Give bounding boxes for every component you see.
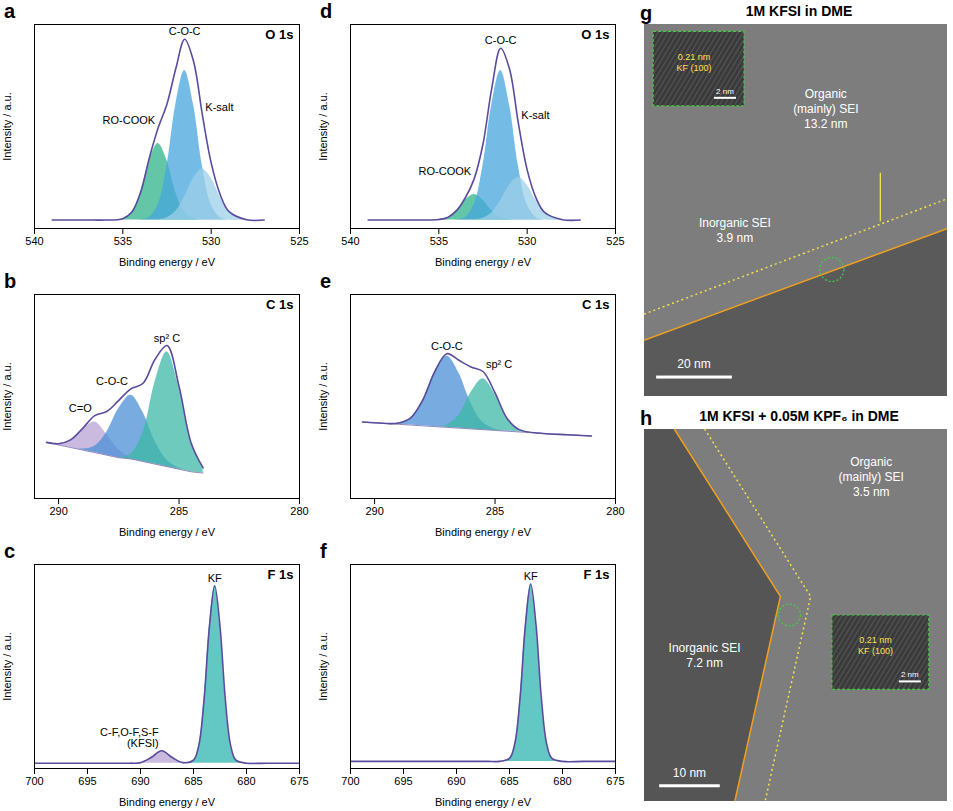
svg-text:680: 680 xyxy=(553,775,571,787)
svg-text:sp² C: sp² C xyxy=(154,332,180,344)
svg-text:2 nm: 2 nm xyxy=(901,670,919,679)
html-text:a: a xyxy=(4,0,16,22)
svg-text:h: h xyxy=(640,407,652,429)
svg-text:3.5 nm: 3.5 nm xyxy=(853,485,890,499)
svg-text:O 1s: O 1s xyxy=(265,27,293,42)
svg-text:695: 695 xyxy=(394,775,412,787)
svg-text:0.21 nm: 0.21 nm xyxy=(859,635,892,645)
svg-text:C-O-C: C-O-C xyxy=(96,375,128,387)
svg-text:680: 680 xyxy=(237,775,255,787)
svg-text:525: 525 xyxy=(606,235,624,247)
svg-text:13.2 nm: 13.2 nm xyxy=(804,117,847,131)
svg-text:690: 690 xyxy=(131,775,149,787)
svg-text:RO-COOK: RO-COOK xyxy=(103,114,156,126)
svg-text:(mainly) SEI: (mainly) SEI xyxy=(839,470,904,484)
svg-text:Inorganic SEI: Inorganic SEI xyxy=(699,216,771,230)
svg-text:F 1s: F 1s xyxy=(583,567,609,582)
svg-text:285: 285 xyxy=(170,505,188,517)
svg-text:2 nm: 2 nm xyxy=(716,87,734,96)
svg-text:(mainly) SEI: (mainly) SEI xyxy=(793,102,858,116)
html-text:f: f xyxy=(320,540,327,562)
svg-text:C-O-C: C-O-C xyxy=(169,25,201,37)
svg-text:C 1s: C 1s xyxy=(266,297,293,312)
svg-text:280: 280 xyxy=(290,505,308,517)
svg-text:1M KFSI in DME: 1M KFSI in DME xyxy=(746,3,853,19)
svg-text:C-O-C: C-O-C xyxy=(485,34,517,46)
svg-text:285: 285 xyxy=(486,505,504,517)
svg-text:g: g xyxy=(640,2,652,24)
svg-text:Binding energy / eV: Binding energy / eV xyxy=(435,526,532,538)
svg-text:KF: KF xyxy=(524,570,538,582)
svg-text:685: 685 xyxy=(500,775,518,787)
svg-text:KF (100): KF (100) xyxy=(858,646,893,656)
html-text:b: b xyxy=(4,270,17,292)
svg-text:Inorganic SEI: Inorganic SEI xyxy=(669,641,741,655)
svg-text:1M KFSI + 0.05M KPF₆ in DME: 1M KFSI + 0.05M KPF₆ in DME xyxy=(699,408,899,424)
svg-text:3.9 nm: 3.9 nm xyxy=(717,231,754,245)
svg-text:F 1s: F 1s xyxy=(267,567,293,582)
svg-text:KF (100): KF (100) xyxy=(676,63,711,73)
svg-text:Organic: Organic xyxy=(850,455,892,469)
svg-text:Binding energy / eV: Binding energy / eV xyxy=(435,256,532,268)
html-text:e: e xyxy=(320,270,332,292)
svg-text:690: 690 xyxy=(447,775,465,787)
svg-text:C=O: C=O xyxy=(69,402,92,414)
svg-text:0.21 nm: 0.21 nm xyxy=(678,52,711,62)
svg-text:290: 290 xyxy=(365,505,383,517)
svg-text:sp² C: sp² C xyxy=(486,358,512,370)
svg-text:540: 540 xyxy=(341,235,359,247)
svg-text:530: 530 xyxy=(202,235,220,247)
svg-text:700: 700 xyxy=(341,775,359,787)
svg-text:675: 675 xyxy=(606,775,624,787)
svg-text:535: 535 xyxy=(114,235,132,247)
svg-text:Intensity / a.u.: Intensity / a.u. xyxy=(1,632,13,700)
svg-text:10 nm: 10 nm xyxy=(673,766,706,780)
svg-text:Intensity / a.u.: Intensity / a.u. xyxy=(1,362,13,430)
svg-text:535: 535 xyxy=(430,235,448,247)
svg-text:Binding energy / eV: Binding energy / eV xyxy=(119,256,216,268)
svg-text:Intensity / a.u.: Intensity / a.u. xyxy=(317,362,329,430)
svg-text:C 1s: C 1s xyxy=(582,297,609,312)
svg-text:540: 540 xyxy=(25,235,43,247)
svg-text:Binding energy / eV: Binding energy / eV xyxy=(119,526,216,538)
html-text:c: c xyxy=(4,540,16,562)
svg-text:525: 525 xyxy=(290,235,308,247)
svg-text:7.2 nm: 7.2 nm xyxy=(686,656,723,670)
svg-text:C-O-C: C-O-C xyxy=(431,340,463,352)
svg-text:Intensity / a.u.: Intensity / a.u. xyxy=(317,632,329,700)
svg-text:700: 700 xyxy=(25,775,43,787)
html-text:d: d xyxy=(320,0,333,22)
svg-text:Binding energy / eV: Binding energy / eV xyxy=(435,796,532,808)
svg-text:C-F,O-F,S-F(KFSI): C-F,O-F,S-F(KFSI) xyxy=(100,726,159,749)
svg-text:K-salt: K-salt xyxy=(521,109,549,121)
svg-text:O 1s: O 1s xyxy=(581,27,609,42)
svg-text:280: 280 xyxy=(606,505,624,517)
svg-text:KF: KF xyxy=(208,572,222,584)
svg-text:685: 685 xyxy=(184,775,202,787)
svg-text:Binding energy / eV: Binding energy / eV xyxy=(119,796,216,808)
svg-text:Organic: Organic xyxy=(805,87,847,101)
svg-text:20 nm: 20 nm xyxy=(677,357,710,371)
svg-text:Intensity / a.u.: Intensity / a.u. xyxy=(1,92,13,160)
svg-text:530: 530 xyxy=(518,235,536,247)
svg-text:Intensity / a.u.: Intensity / a.u. xyxy=(317,92,329,160)
svg-text:695: 695 xyxy=(78,775,96,787)
svg-text:290: 290 xyxy=(49,505,67,517)
svg-text:675: 675 xyxy=(290,775,308,787)
svg-text:RO-COOK: RO-COOK xyxy=(419,165,472,177)
svg-text:K-salt: K-salt xyxy=(205,101,233,113)
